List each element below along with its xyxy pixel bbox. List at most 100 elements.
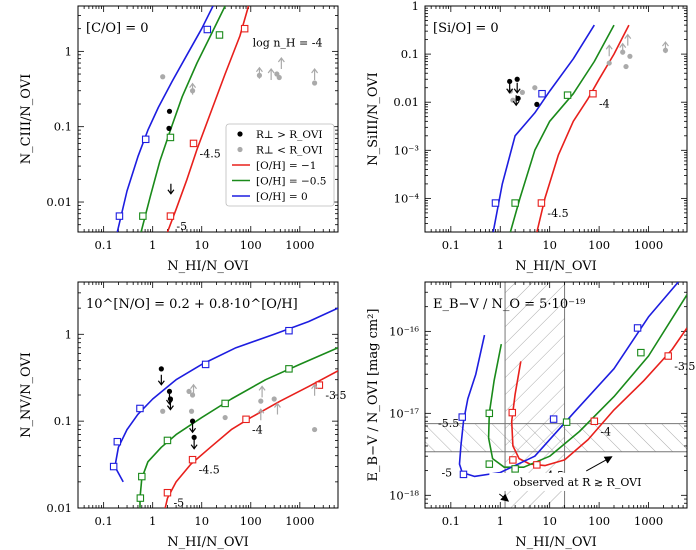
obs-point-black	[166, 125, 172, 131]
obs-point-black	[534, 101, 540, 107]
density-marker	[509, 456, 517, 464]
density-marker	[215, 31, 224, 39]
obs-point-black	[507, 78, 513, 85]
density-marker	[549, 415, 558, 423]
obs-upper-limit-black	[512, 95, 520, 107]
x-tick-label: 1000	[285, 514, 314, 528]
y-tick-label: 0.1	[401, 47, 419, 61]
density-marker	[485, 460, 494, 468]
obs-point-gray	[186, 388, 192, 395]
obs-point-gray	[222, 414, 228, 421]
legend-label: [O/H] = −0.5	[256, 176, 326, 188]
y-tick-label: 0.01	[46, 501, 72, 515]
hatch-band-horizontal	[425, 423, 687, 452]
obs-limit-gray	[624, 33, 632, 46]
density-marker	[136, 404, 144, 413]
axes-frame	[424, 281, 688, 509]
density-marker	[166, 212, 175, 220]
obs-point-gray	[160, 408, 166, 414]
x-tick-label: 1	[497, 238, 504, 252]
obs-point-gray	[606, 60, 612, 66]
obs-upper-limit-black	[166, 393, 173, 405]
density-note: -5	[176, 220, 187, 233]
obs-limit-gray	[277, 57, 285, 70]
density-marker	[637, 348, 645, 357]
x-axis-label: N_HI/N_OVI	[167, 259, 249, 274]
x-tick-label: 100	[240, 238, 262, 252]
obs-upper-limit-black	[157, 374, 165, 386]
x-tick-label: 100	[240, 514, 262, 528]
density-marker	[511, 199, 519, 207]
panel-reddening: 0.1 1 10 100 1000 10⁻¹⁸ 10⁻¹⁷ 10⁻¹⁶ N_HI/N_OVI E_…	[366, 281, 695, 550]
y-tick-label: 10⁻³	[394, 143, 420, 157]
density-note: -5	[441, 466, 452, 479]
density-marker	[166, 133, 175, 142]
arrow-up	[586, 456, 613, 472]
panel-annotation: 10^[N/O] = 0.2 + 0.8·10^[O/H]	[86, 297, 298, 312]
density-note: -4.5	[200, 147, 221, 160]
x-axis-label: N_HI/N_OVI	[167, 535, 249, 550]
x-tick-label: 1000	[285, 238, 314, 252]
obs-point-black	[514, 76, 520, 82]
series-line-1	[139, 346, 338, 508]
obs-point-gray	[160, 74, 166, 80]
obs-limit-gray	[255, 66, 263, 79]
y-tick-label: 10⁻¹⁷	[389, 406, 419, 420]
density-marker	[563, 91, 572, 99]
panel-annotation: [Si/O] = 0	[433, 21, 499, 36]
density-marker	[139, 212, 147, 220]
obs-point-black	[191, 434, 197, 440]
axes-frame	[424, 5, 688, 233]
density-marker	[138, 472, 146, 481]
density-marker	[511, 465, 519, 473]
panel-silicon: 0.1 1 10 100 1000 10⁻⁴ 10⁻³ 0.01 0.1 1 N_HI/N_OVI N…	[366, 0, 688, 274]
y-axis-label: N_NV/N_OVI	[19, 352, 34, 438]
x-tick-label: 100	[588, 238, 610, 252]
density-marker	[189, 139, 198, 148]
obs-upper-limit-black	[506, 82, 514, 94]
y-tick-label: 0.01	[393, 95, 419, 109]
density-marker	[115, 212, 124, 220]
density-note: -4	[252, 423, 263, 436]
density-note: -4.5	[547, 207, 568, 220]
series-line-0	[510, 327, 687, 467]
density-marker	[203, 25, 212, 34]
obs-point-gray	[276, 74, 282, 81]
y-tick-label: 1	[65, 327, 72, 341]
density-marker	[508, 408, 517, 417]
panel-carbon: 0.1 1 10 100 1000 0.01 0.1 1 N_HI/N_OVI N_CIII/N_…	[19, 5, 339, 274]
obs-limit-gray	[605, 44, 613, 57]
legend-label: R⊥ > R_OVI	[256, 129, 323, 141]
obs-point-black	[189, 418, 196, 424]
density-marker	[141, 135, 150, 144]
obs-limit-gray	[257, 408, 265, 421]
density-marker	[285, 326, 293, 335]
y-axis-label: N_SiIII/N_OVI	[366, 72, 381, 166]
x-tick-label: 1	[149, 514, 156, 528]
x-tick-label: 0.1	[442, 238, 460, 252]
obs-point-black	[158, 366, 164, 372]
obs-point-gray	[189, 392, 196, 398]
density-note: -4.5	[199, 464, 220, 477]
series-line-0	[536, 24, 630, 232]
density-marker	[485, 409, 494, 418]
obs-point-gray	[510, 97, 516, 103]
obs-point-gray	[519, 89, 525, 95]
y-tick-label: 10⁻¹⁶	[389, 324, 419, 338]
density-marker	[240, 24, 249, 33]
density-note: -4	[599, 98, 610, 111]
obs-point-gray	[532, 85, 538, 91]
y-tick-label: 0.1	[54, 120, 72, 134]
density-marker	[136, 494, 145, 502]
x-tick-label: 1	[497, 514, 504, 528]
series-line-2	[116, 6, 214, 232]
series-line-1	[509, 24, 615, 232]
obs-limit-gray	[273, 402, 281, 415]
y-tick-label: 0.1	[54, 414, 72, 428]
density-marker	[562, 418, 571, 426]
obs-point-gray	[623, 63, 629, 70]
series-line-2	[114, 307, 338, 483]
series-line-2	[458, 282, 679, 478]
series-line-2	[492, 24, 595, 232]
